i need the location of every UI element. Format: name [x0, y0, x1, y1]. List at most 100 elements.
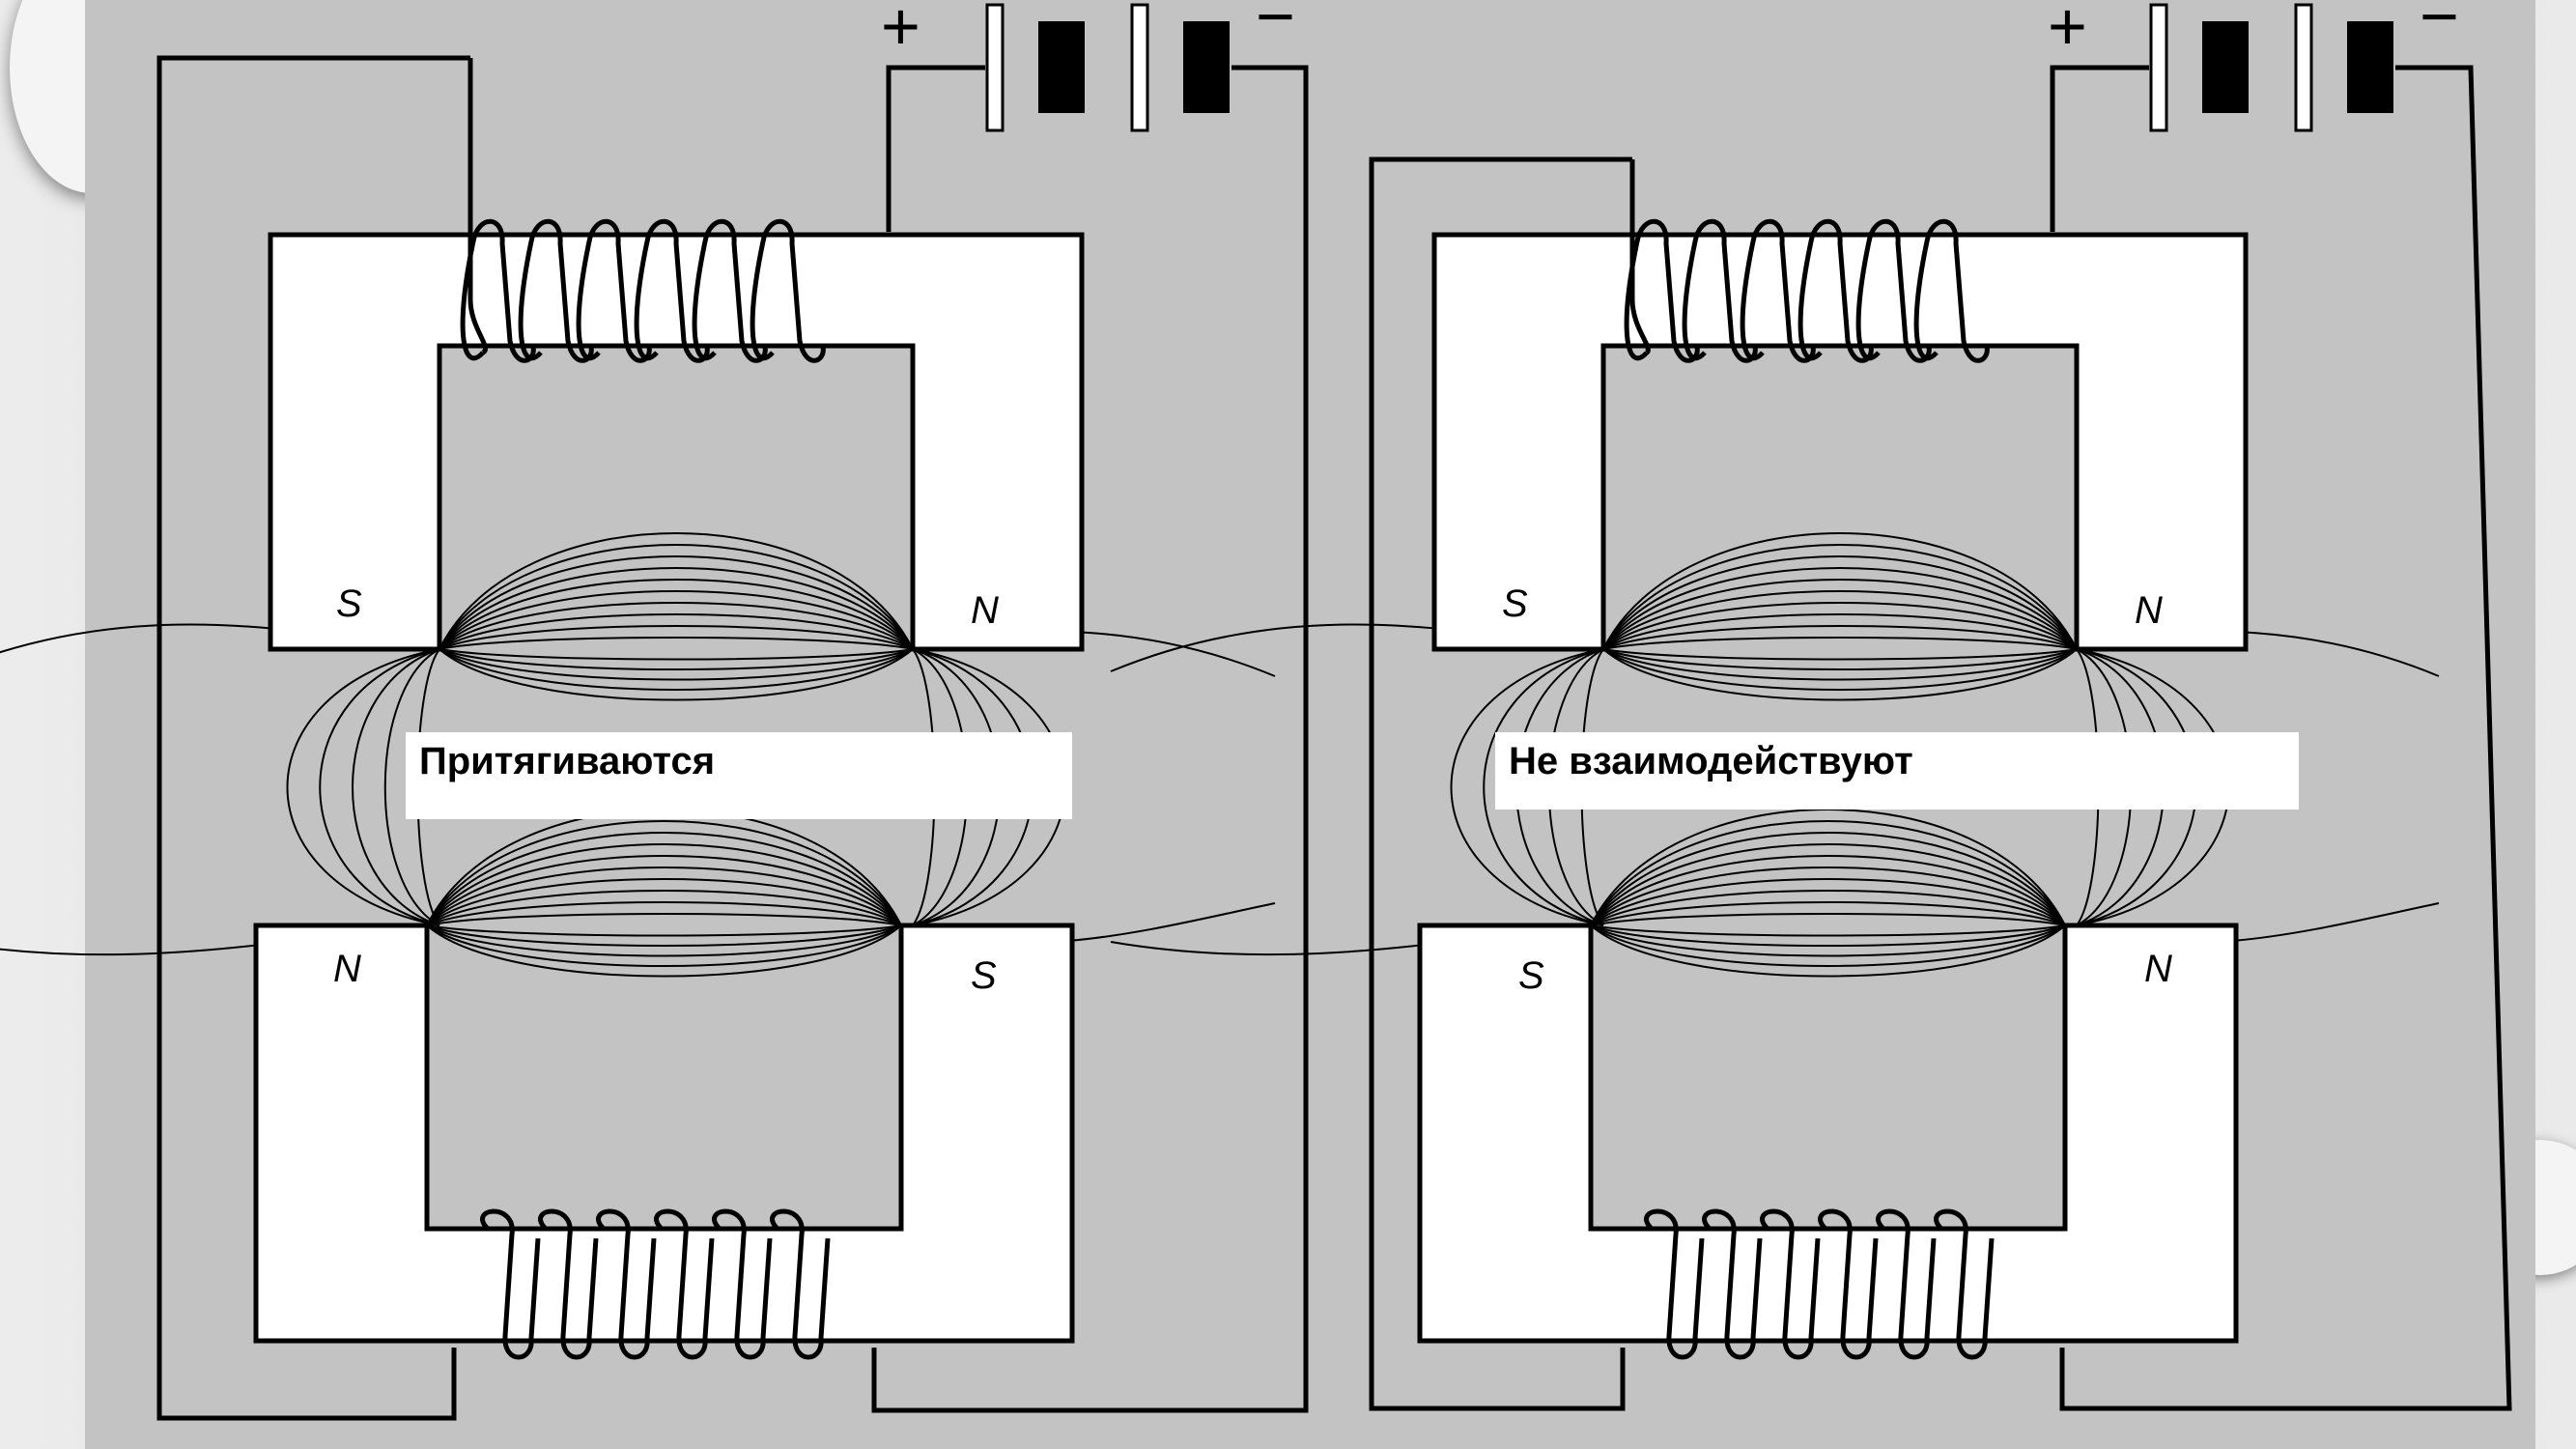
caption-no-interaction-text: Не взаимодействуют	[1509, 740, 1913, 782]
field-line	[439, 648, 914, 701]
wire-left-battery-minus	[871, 65, 1309, 1413]
coil-top-loop	[692, 218, 768, 363]
battery-plate-short	[1038, 21, 1085, 113]
field-line	[1602, 567, 2078, 650]
field-line	[1590, 901, 2066, 926]
coil-bottom-loop	[712, 1208, 773, 1360]
field-line	[426, 924, 902, 967]
field-line	[286, 648, 440, 926]
electromagnet-top-core	[268, 232, 1085, 652]
pole-label-left-top-s: S	[336, 582, 362, 625]
field-line	[1602, 602, 2078, 650]
pole-label-right-bottom-n: N	[2144, 948, 2172, 990]
field-line	[1602, 544, 2078, 650]
field-line	[439, 555, 914, 650]
field-line	[439, 602, 914, 650]
coil-bottom-loop	[654, 1208, 715, 1360]
wire-right-battery-minus	[2059, 65, 2512, 1411]
coil-top-loop	[1913, 218, 1990, 363]
coil-bottom-loop	[1644, 1208, 1705, 1360]
battery-plate-short	[2347, 21, 2393, 113]
field-line	[426, 890, 902, 926]
field-line	[1602, 648, 2078, 681]
coil-bottom-loop	[1702, 1208, 1763, 1360]
field-line	[439, 590, 914, 650]
field-line	[1590, 867, 2066, 926]
field-line	[426, 843, 902, 926]
field-line	[1602, 590, 2078, 650]
field-line	[426, 924, 902, 957]
field-line	[439, 544, 914, 650]
battery-minus-left: −	[1256, 0, 1295, 54]
field-line	[1483, 648, 1604, 926]
pole-label-right-top-n: N	[2135, 589, 2163, 632]
electromagnet-cores	[253, 232, 2249, 1344]
field-line	[439, 648, 914, 691]
coil-top-loop	[518, 218, 594, 363]
coil-bottom-loop	[1876, 1208, 1937, 1360]
field-line	[1602, 637, 2078, 650]
field-line	[1602, 625, 2078, 650]
wire-right-outer	[1369, 156, 1632, 1411]
field-line	[1590, 832, 2066, 926]
wire-right-battery-plus	[2050, 65, 2149, 232]
battery-plate-short	[1183, 21, 1230, 113]
field-line	[426, 855, 902, 926]
pole-label-left-top-n: N	[971, 589, 999, 632]
caption-attract: Притягиваются	[406, 732, 1072, 819]
field-line	[1602, 613, 2078, 650]
field-line	[1590, 913, 2066, 926]
battery-plate-short	[2202, 21, 2249, 113]
field-line	[1590, 890, 2066, 926]
field-line	[426, 832, 902, 926]
coil-top-loop	[460, 218, 536, 363]
field-line	[426, 924, 902, 978]
field-line	[1602, 579, 2078, 650]
battery-plus-left: +	[881, 0, 920, 64]
field-line	[319, 648, 440, 926]
field-line	[439, 648, 914, 661]
field-line	[439, 532, 914, 650]
coil-bottom-loop	[538, 1208, 599, 1360]
coil-top-loop	[1682, 218, 1758, 363]
field-line	[426, 867, 902, 926]
electromagnet-bottom-core	[253, 923, 1075, 1344]
field-line	[1590, 924, 2066, 947]
field-line	[352, 648, 440, 926]
batteries	[985, 3, 2393, 132]
caption-attract-text: Притягиваются	[419, 740, 716, 782]
field-line	[1602, 648, 2078, 670]
battery-plate-long	[1130, 3, 1149, 132]
caption-no-interaction: Не взаимодействуют	[1495, 732, 2299, 810]
electromagnet-top-core	[1431, 232, 2249, 652]
field-line	[426, 913, 902, 926]
coil-top-loop	[1855, 218, 1932, 363]
coil-top-loop	[1624, 218, 1700, 363]
field-line	[1590, 924, 2066, 978]
field-line	[383, 648, 440, 926]
electromagnet-bottom-core	[1417, 923, 2239, 1344]
field-line	[439, 637, 914, 650]
field-line	[426, 878, 902, 926]
field-line	[439, 625, 914, 650]
field-line	[1602, 532, 2078, 650]
coil-top-loop	[1740, 218, 1816, 363]
coil-top-loop	[1798, 218, 1874, 363]
field-line	[1450, 648, 1604, 926]
field-line	[426, 924, 902, 947]
coil-bottom-loop	[1934, 1208, 1995, 1360]
field-line	[439, 579, 914, 650]
battery-plate-long	[985, 3, 1005, 132]
pole-label-right-top-s: S	[1502, 582, 1528, 625]
field-line	[1590, 843, 2066, 926]
field-line	[1590, 924, 2066, 937]
battery-minus-right: −	[2420, 0, 2459, 54]
battery-plate-long	[2294, 3, 2313, 132]
coil-bottom-loop	[1760, 1208, 1821, 1360]
coil-top-loop	[634, 218, 710, 363]
field-line	[439, 648, 914, 670]
field-line	[1590, 809, 2066, 926]
pole-label-right-bottom-s: S	[1518, 954, 1544, 997]
field-line	[1602, 648, 2078, 661]
